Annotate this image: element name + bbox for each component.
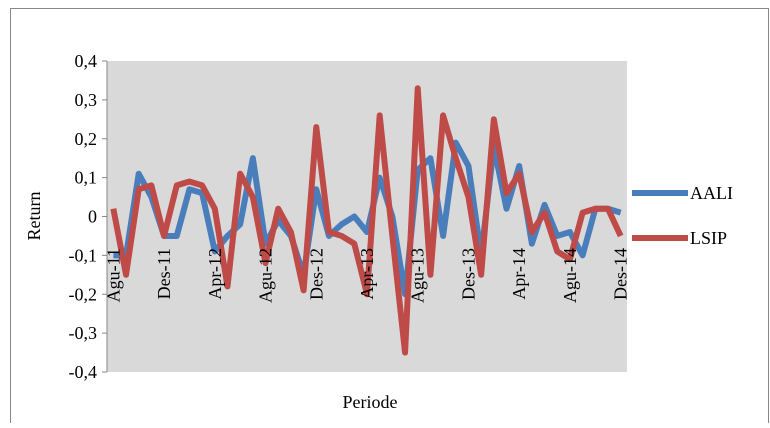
- legend-label: AALI: [690, 183, 733, 203]
- x-tick-label: Agu-12: [256, 248, 276, 303]
- x-tick-label: Agu-13: [408, 248, 428, 303]
- x-tick-label: Apr-13: [357, 248, 377, 300]
- y-tick-label: 0: [88, 207, 97, 227]
- y-axis-title: Return: [24, 192, 44, 241]
- series-line: [110, 85, 624, 356]
- y-tick-label: 0,2: [75, 129, 98, 149]
- y-tick-label: 0,1: [75, 168, 98, 188]
- x-tick-label: Agu-11: [103, 248, 123, 302]
- x-tick-label: Apr-14: [509, 248, 529, 300]
- x-tick-label: Des-11: [154, 248, 174, 299]
- x-axis-title: Periode: [343, 392, 398, 412]
- y-tick-label: 0,4: [75, 51, 98, 71]
- x-tick-label: Des-12: [306, 248, 326, 300]
- y-tick-label: -0,1: [69, 245, 98, 265]
- x-tick-label: Des-13: [458, 248, 478, 300]
- x-tick-label: Des-14: [611, 248, 631, 300]
- y-tick-label: -0,3: [69, 323, 98, 343]
- x-tick-label: Apr-12: [205, 248, 225, 300]
- y-tick-label: 0,3: [75, 90, 98, 110]
- y-tick-label: -0,2: [69, 284, 98, 304]
- y-tick-label: -0,4: [69, 362, 98, 382]
- chart-border: [10, 8, 769, 428]
- x-tick-label: Agu-14: [560, 248, 580, 303]
- legend-label: LSIP: [690, 228, 727, 248]
